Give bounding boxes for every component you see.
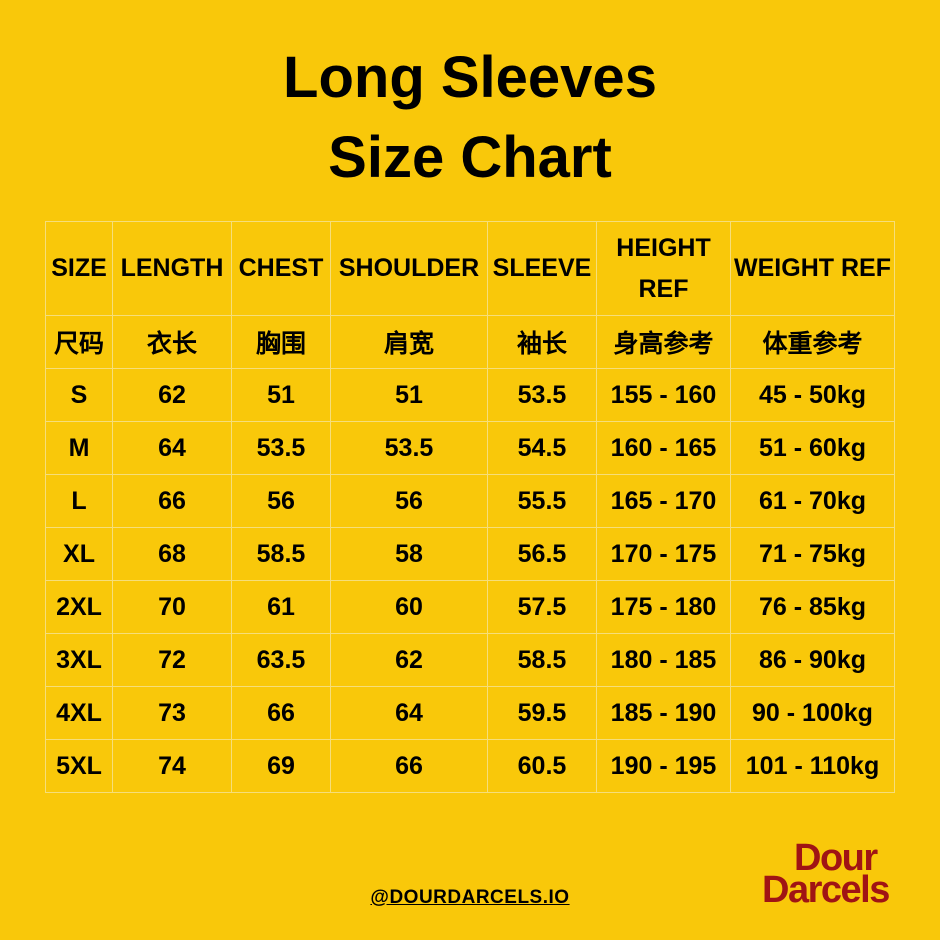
column-header: SLEEVE (487, 221, 597, 316)
table-cell: 60 (330, 580, 488, 634)
table-cell: 70 (112, 580, 232, 634)
table-cell: 66 (330, 739, 488, 793)
table-cell: 53.5 (487, 368, 597, 422)
table-cell: 54.5 (487, 421, 597, 475)
column-header-zh: 衣长 (112, 315, 232, 369)
table-cell: 63.5 (231, 633, 331, 687)
table-cell: 62 (330, 633, 488, 687)
table-cell: 55.5 (487, 474, 597, 528)
size-label: 3XL (45, 633, 113, 687)
column-header-zh: 胸围 (231, 315, 331, 369)
table-cell: 57.5 (487, 580, 597, 634)
table-cell: 59.5 (487, 686, 597, 740)
table-cell: 45 - 50kg (730, 368, 895, 422)
column-header: SIZE (45, 221, 113, 316)
table-cell: 51 - 60kg (730, 421, 895, 475)
table-cell: 51 (330, 368, 488, 422)
table-row: 5XL 74 69 66 60.5 190 - 195 101 - 110kg (45, 739, 895, 793)
table-cell: 155 - 160 (596, 368, 731, 422)
size-label: 4XL (45, 686, 113, 740)
column-header-zh: 尺码 (45, 315, 113, 369)
table-cell: 73 (112, 686, 232, 740)
table-row: XL 68 58.5 58 56.5 170 - 175 71 - 75kg (45, 527, 895, 581)
size-label: XL (45, 527, 113, 581)
table-cell: 53.5 (231, 421, 331, 475)
table-cell: 56 (231, 474, 331, 528)
table-cell: 58.5 (231, 527, 331, 581)
table-row: 3XL 72 63.5 62 58.5 180 - 185 86 - 90kg (45, 633, 895, 687)
table-cell: 74 (112, 739, 232, 793)
table-cell: 71 - 75kg (730, 527, 895, 581)
table-cell: 72 (112, 633, 232, 687)
table-cell: 60.5 (487, 739, 597, 793)
column-header-zh: 袖长 (487, 315, 597, 369)
column-header-zh: 体重参考 (730, 315, 895, 369)
title-line-1: Long Sleeves (283, 45, 657, 110)
table-row: S 62 51 51 53.5 155 - 160 45 - 50kg (45, 368, 895, 422)
table-cell: 53.5 (330, 421, 488, 475)
column-header-zh: 肩宽 (330, 315, 488, 369)
brand-logo: Dour Darcels (762, 837, 890, 911)
table-cell: 69 (231, 739, 331, 793)
table-cell: 66 (231, 686, 331, 740)
table-cell: 51 (231, 368, 331, 422)
table-cell: 160 - 165 (596, 421, 731, 475)
table-cell: 61 - 70kg (730, 474, 895, 528)
size-label: 2XL (45, 580, 113, 634)
table-cell: 64 (330, 686, 488, 740)
table-cell: 66 (112, 474, 232, 528)
column-header: WEIGHT REF (730, 221, 895, 316)
table-cell: 62 (112, 368, 232, 422)
column-header: HEIGHT REF (596, 221, 731, 316)
size-label: M (45, 421, 113, 475)
size-label: S (45, 368, 113, 422)
table-row: M 64 53.5 53.5 54.5 160 - 165 51 - 60kg (45, 421, 895, 475)
table-cell: 76 - 85kg (730, 580, 895, 634)
header-row-english: SIZE LENGTH CHEST SHOULDER SLEEVE HEIGHT REF W… (45, 221, 895, 316)
table-cell: 58 (330, 527, 488, 581)
table-cell: 61 (231, 580, 331, 634)
column-header-zh: 身高参考 (596, 315, 731, 369)
table-cell: 86 - 90kg (730, 633, 895, 687)
table-cell: 170 - 175 (596, 527, 731, 581)
header-row-chinese: 尺码 衣长 胸围 肩宽 袖长 身高参考 体重参考 (45, 315, 895, 369)
table-row: 4XL 73 66 64 59.5 185 - 190 90 - 100kg (45, 686, 895, 740)
title-line-2: Size Chart (328, 125, 612, 190)
size-label: L (45, 474, 113, 528)
table-cell: 56.5 (487, 527, 597, 581)
table-cell: 101 - 110kg (730, 739, 895, 793)
table-row: L 66 56 56 55.5 165 - 170 61 - 70kg (45, 474, 895, 528)
table-cell: 180 - 185 (596, 633, 731, 687)
logo-line-2: Darcels (762, 869, 890, 911)
column-header: LENGTH (112, 221, 232, 316)
size-label: 5XL (45, 739, 113, 793)
size-chart-table: SIZE LENGTH CHEST SHOULDER SLEEVE HEIGHT REF W… (45, 221, 895, 793)
table-cell: 185 - 190 (596, 686, 731, 740)
table-cell: 175 - 180 (596, 580, 731, 634)
table-cell: 64 (112, 421, 232, 475)
table-row: 2XL 70 61 60 57.5 175 - 180 76 - 85kg (45, 580, 895, 634)
table-cell: 68 (112, 527, 232, 581)
table-cell: 90 - 100kg (730, 686, 895, 740)
table-cell: 58.5 (487, 633, 597, 687)
table-cell: 165 - 170 (596, 474, 731, 528)
logo-line-1: Dour (794, 837, 878, 879)
column-header: CHEST (231, 221, 331, 316)
column-header: SHOULDER (330, 221, 488, 316)
table-cell: 56 (330, 474, 488, 528)
social-handle-link[interactable]: @DOURDARCELS.IO (370, 887, 570, 908)
table-cell: 190 - 195 (596, 739, 731, 793)
